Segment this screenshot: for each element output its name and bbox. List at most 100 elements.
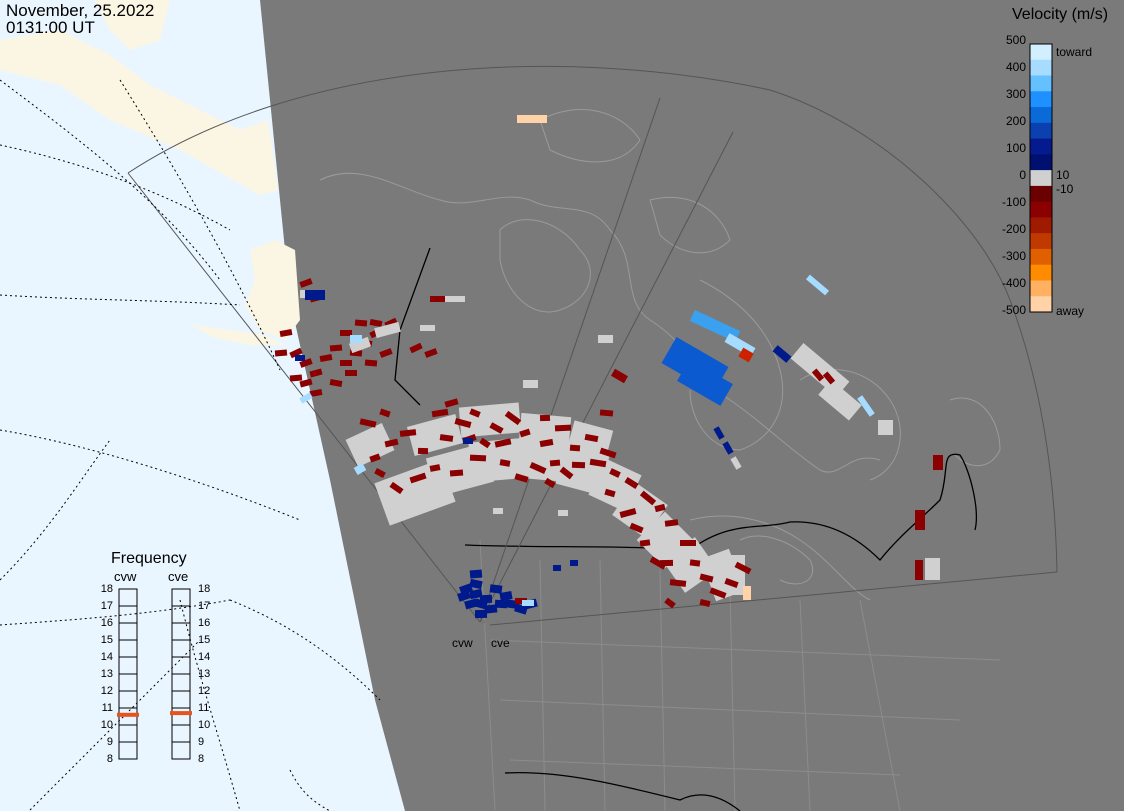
- colorbar-swatch: [1030, 185, 1052, 203]
- echo-cell: [319, 354, 333, 362]
- echo-cell: [295, 355, 305, 361]
- echo-cell: [274, 349, 288, 357]
- echo-cell: [639, 539, 651, 547]
- echo-cell: [689, 559, 701, 567]
- echo-cell: [504, 599, 518, 609]
- echo-cell: [469, 588, 483, 600]
- away-label: away: [1056, 304, 1085, 318]
- echo-cell: [420, 325, 435, 331]
- colorbar-frame: [1029, 43, 1053, 313]
- echo-cell: [345, 422, 395, 468]
- echo-cell: [399, 429, 417, 437]
- echo-cell: [499, 459, 511, 467]
- echo-cell: [639, 490, 657, 506]
- echo-cell: [649, 556, 667, 570]
- frequency-tick-left: 18: [100, 583, 113, 595]
- echo-cell: [299, 358, 313, 368]
- echo-cell: [289, 347, 303, 359]
- echo-cell: [515, 598, 527, 604]
- frequency-tick-left: 13: [100, 668, 113, 680]
- frequency-tick-right: 10: [198, 719, 211, 731]
- frequency-tick-right: 18: [198, 583, 211, 595]
- echo-cell: [713, 426, 725, 440]
- echo-cell: [611, 368, 628, 384]
- frequency-tick-right: 11: [198, 702, 210, 714]
- echo-cell: [374, 468, 386, 478]
- echo-cell: [629, 522, 644, 534]
- echo-cell: [417, 447, 429, 455]
- colorbar-swatch: [1030, 154, 1052, 171]
- echo-cell: [424, 348, 438, 358]
- echo-cell: [499, 591, 513, 601]
- colorbar-swatch: [1030, 59, 1052, 77]
- echo-cell: [493, 508, 503, 514]
- echo-cell: [720, 555, 745, 595]
- echo-cell: [529, 462, 547, 474]
- echo-cell: [822, 371, 836, 385]
- colorbar-tick-label: 100: [1005, 141, 1026, 155]
- echo-cell: [933, 455, 943, 470]
- velocity-echoes: [274, 115, 943, 619]
- echo-cell: [553, 565, 561, 571]
- echo-cell: [818, 379, 862, 421]
- echo-cell: [925, 558, 940, 580]
- colorbar-tick-label: 500: [1005, 33, 1026, 47]
- colorbar-swatch: [1030, 217, 1052, 234]
- frequency-tick-left: 9: [106, 736, 113, 748]
- echo-cell: [353, 463, 367, 475]
- daylight-ocean: [0, 0, 405, 811]
- echo-cell: [469, 569, 483, 579]
- site-marker-cvw: [481, 620, 485, 624]
- frequency-tick-left: 8: [106, 753, 113, 765]
- echo-cell: [518, 437, 572, 483]
- echo-cell: [811, 368, 825, 382]
- colorbar-tick-label: 400: [1005, 60, 1026, 74]
- echo-cell: [340, 330, 352, 336]
- echo-cell: [305, 290, 325, 300]
- echo-cell: [369, 319, 383, 327]
- colorbar-tick-label: -200: [1001, 222, 1026, 236]
- echo-cell: [468, 437, 532, 483]
- echo-cell: [340, 360, 352, 366]
- echo-cell: [558, 510, 568, 516]
- echo-cell: [743, 586, 751, 600]
- colorbar-tick-label: -300: [1001, 249, 1026, 263]
- echo-cell: [514, 603, 528, 615]
- echo-cell: [915, 510, 925, 530]
- echo-cell: [549, 459, 561, 467]
- echo-cell: [469, 454, 487, 462]
- colorbar-tick-label: -500: [1001, 303, 1026, 317]
- echo-cell: [309, 389, 323, 397]
- frequency-cell: [171, 639, 191, 658]
- echo-cell: [523, 380, 538, 388]
- colorbar-swatch: [1030, 44, 1052, 61]
- colorbar-tick-label: 300: [1005, 87, 1026, 101]
- frequency-cell: [118, 605, 138, 624]
- echo-cell: [379, 408, 391, 418]
- echo-cell: [599, 409, 614, 417]
- echo-cell: [409, 342, 423, 354]
- echo-cell: [619, 508, 637, 518]
- echo-cell: [457, 590, 471, 602]
- daylight-land-north: [95, 0, 170, 50]
- frequency-bars: [117, 588, 192, 760]
- echo-cell: [449, 469, 464, 477]
- echo-cell: [463, 438, 473, 444]
- frequency-cell: [171, 690, 191, 709]
- echo-cell: [514, 473, 529, 483]
- echo-cell: [559, 466, 574, 480]
- colorbar-title: Velocity (m/s): [1012, 6, 1109, 23]
- aleutian-sunlit: [190, 325, 285, 345]
- echo-cell: [599, 447, 617, 459]
- echo-cell: [724, 577, 739, 589]
- colorbar-swatch: [1030, 107, 1052, 124]
- echo-cell: [664, 519, 679, 527]
- echo-cell: [878, 420, 893, 435]
- echo-cell: [279, 329, 293, 337]
- echo-cell: [299, 278, 313, 288]
- colorbar-swatch: [1030, 201, 1052, 218]
- frequency-tick-left: 17: [100, 600, 113, 612]
- frequency-tick-left: 14: [100, 651, 113, 663]
- echo-cell: [664, 597, 676, 609]
- frequency-cell: [171, 605, 191, 624]
